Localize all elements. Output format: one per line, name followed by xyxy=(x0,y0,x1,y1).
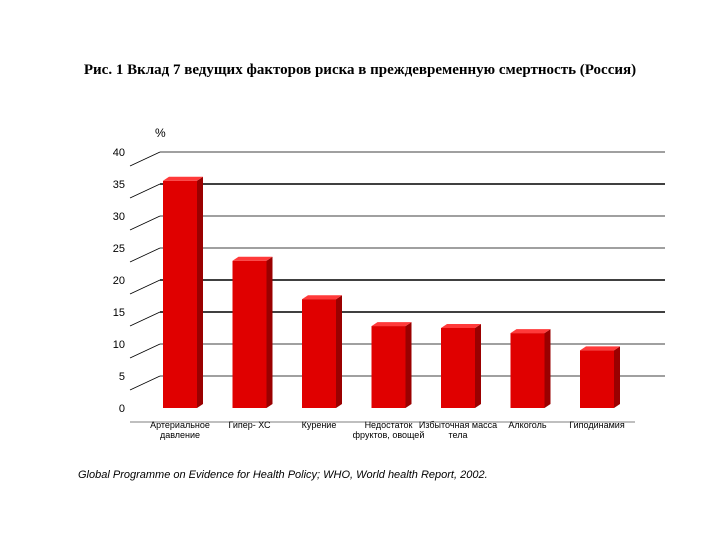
bar-top xyxy=(302,295,342,300)
y-axis-label: % xyxy=(155,126,166,140)
bar-side xyxy=(197,176,203,408)
gridline-depth xyxy=(129,311,161,327)
bar-front xyxy=(371,326,406,408)
bar-side xyxy=(475,324,481,408)
bar xyxy=(302,295,342,408)
bar xyxy=(441,324,481,408)
bar-front xyxy=(510,333,545,408)
y-tick-label: 20 xyxy=(113,275,125,287)
bar xyxy=(580,346,620,408)
gridline-depth xyxy=(129,375,161,391)
y-tick-label: 0 xyxy=(119,403,125,415)
gridline-depth xyxy=(129,343,161,359)
bar-front xyxy=(302,299,336,408)
x-tick-label: Гипер- ХС xyxy=(228,420,271,430)
y-tick-label: 30 xyxy=(113,211,125,223)
bar-side xyxy=(405,322,412,408)
gridlines xyxy=(129,151,665,423)
y-tick-label: 15 xyxy=(113,307,125,319)
x-tick-label: Избыточная масса тела xyxy=(418,420,498,440)
bar xyxy=(371,322,412,408)
bar-side xyxy=(614,346,620,408)
bar xyxy=(232,256,273,408)
bar-front xyxy=(441,328,475,408)
bar-top xyxy=(232,256,273,261)
y-axis: 0 5 10 15 20 25 30 35 40 xyxy=(113,147,125,415)
bar xyxy=(163,176,203,408)
y-tick-label: 10 xyxy=(113,339,125,351)
chart-title: Рис. 1 Вклад 7 ведущих факторов риска в … xyxy=(83,62,637,78)
bar xyxy=(510,329,551,408)
y-tick-label: 35 xyxy=(113,179,125,191)
x-tick-label: Гиподинамия xyxy=(569,420,625,430)
bar-top xyxy=(441,324,481,328)
bar-front xyxy=(580,350,614,408)
bar-side xyxy=(266,256,273,408)
bar-top xyxy=(510,329,551,334)
gridline-depth xyxy=(129,183,161,199)
source-note: Global Programme on Evidence for Health … xyxy=(78,469,488,481)
x-tick-label: Курение xyxy=(301,420,337,430)
bar-top xyxy=(371,322,412,327)
bars xyxy=(163,176,620,408)
bar-side xyxy=(336,295,342,408)
y-tick-label: 40 xyxy=(113,147,125,159)
y-tick-label: 5 xyxy=(119,371,125,383)
bar-side xyxy=(544,329,551,408)
gridline-depth xyxy=(129,151,161,167)
bar-front xyxy=(163,180,197,408)
gridline-depth xyxy=(129,215,161,231)
bar-top xyxy=(163,176,203,181)
y-tick-label: 25 xyxy=(113,243,125,255)
bar-front xyxy=(232,260,267,408)
x-tick-label: Недостаток фруктов, овощей xyxy=(352,420,425,440)
gridline-depth xyxy=(129,279,161,295)
x-tick-label: Артериальное давление xyxy=(150,420,210,440)
bar-top xyxy=(580,346,620,351)
gridline-depth xyxy=(129,247,161,263)
x-tick-label: Алкоголь xyxy=(508,420,547,430)
